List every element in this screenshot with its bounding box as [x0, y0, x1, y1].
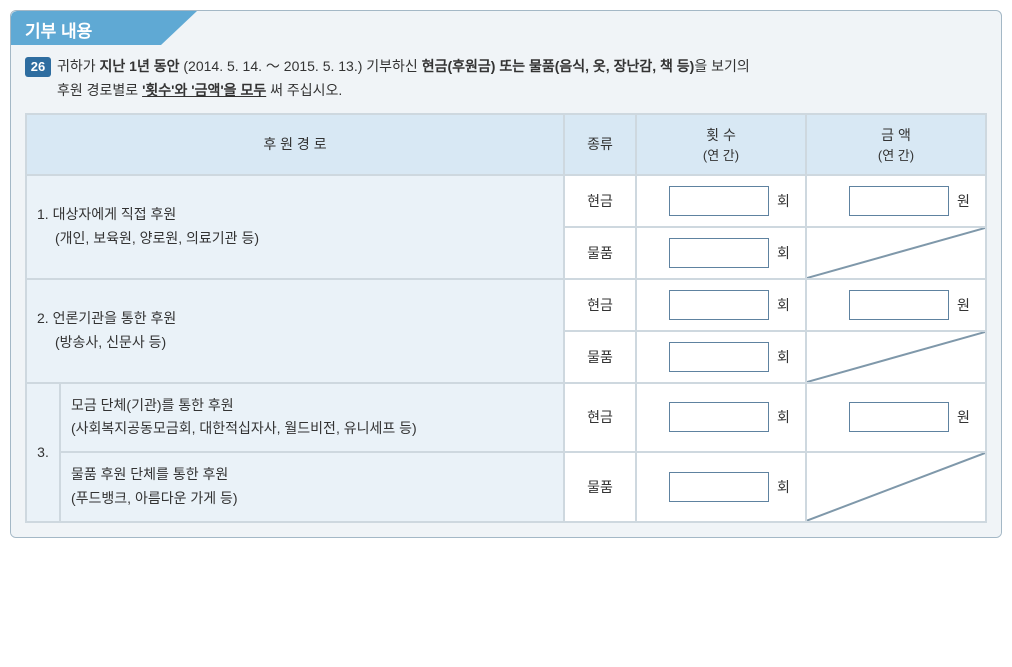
count-input-3-goods[interactable]	[669, 472, 769, 502]
type-goods-2: 물품	[564, 331, 636, 383]
diagonal-icon	[807, 332, 985, 382]
question-number-badge: 26	[25, 57, 51, 77]
count-cell: 회	[636, 383, 806, 453]
type-cash-3: 현금	[564, 383, 636, 453]
instr-dates: (2014. 5. 14. ～ 2015. 5. 13.) 기부하신	[180, 58, 422, 74]
row3-cash-detail: (사회복지공동모금회, 대한적십자사, 월드비전, 유니세프 등)	[71, 420, 417, 436]
th-amount: 금 액 (연 간)	[806, 114, 986, 175]
route-cell-3-goods: 물품 후원 단체를 통한 후원 (푸드뱅크, 아름다운 가게 등)	[60, 452, 564, 522]
type-goods-1: 물품	[564, 227, 636, 279]
donation-section: 기부 내용 26 귀하가 지난 1년 동안 (2014. 5. 14. ～ 20…	[10, 10, 1002, 538]
row2-num: 2.	[37, 310, 49, 326]
table-row: 3. 모금 단체(기관)를 통한 후원 (사회복지공동모금회, 대한적십자사, …	[26, 383, 986, 453]
amount-na-cell	[806, 452, 986, 522]
instr-l2p: 후원 경로별로	[57, 82, 142, 98]
th-type: 종류	[564, 114, 636, 175]
route-cell-2: 2. 언론기관을 통한 후원 (방송사, 신문사 등)	[26, 279, 564, 383]
instr-s1: 을 보기의	[694, 58, 749, 74]
row1-num: 1.	[37, 206, 49, 222]
section-body: 26 귀하가 지난 1년 동안 (2014. 5. 14. ～ 2015. 5.…	[11, 45, 1001, 537]
amount-cell: 원	[806, 383, 986, 453]
th-count-sub: (연 간)	[703, 148, 739, 163]
amount-na-cell	[806, 227, 986, 279]
route-cell-1: 1. 대상자에게 직접 후원 (개인, 보육원, 양로원, 의료기관 등)	[26, 175, 564, 279]
amount-input-3-cash[interactable]	[849, 402, 949, 432]
th-amount-label: 금 액	[881, 127, 911, 143]
unit-times: 회	[777, 407, 795, 427]
row3-goods-main: 물품 후원 단체를 통한 후원	[71, 466, 228, 482]
table-row: 1. 대상자에게 직접 후원 (개인, 보육원, 양로원, 의료기관 등) 현금…	[26, 175, 986, 227]
row2-main: 언론기관을 통한 후원	[53, 310, 177, 326]
diagonal-icon	[807, 228, 985, 278]
instr-bold2: 현금(후원금) 또는 물품(음식, 옷, 장난감, 책 등)	[422, 58, 695, 74]
unit-times: 회	[777, 191, 795, 211]
instruction-text: 귀하가 지난 1년 동안 (2014. 5. 14. ～ 2015. 5. 13…	[57, 55, 750, 103]
type-goods-3: 물품	[564, 452, 636, 522]
row3-num: 3.	[26, 383, 60, 522]
row1-detail: (개인, 보육원, 양로원, 의료기관 등)	[37, 230, 259, 246]
amount-input-1-cash[interactable]	[849, 186, 949, 216]
row3-cash-main: 모금 단체(기관)를 통한 후원	[71, 397, 234, 413]
count-cell: 회	[636, 227, 806, 279]
th-count: 횟 수 (연 간)	[636, 114, 806, 175]
section-title: 기부 내용	[11, 11, 161, 45]
count-input-2-goods[interactable]	[669, 342, 769, 372]
unit-won: 원	[957, 191, 975, 211]
count-input-1-goods[interactable]	[669, 238, 769, 268]
count-cell: 회	[636, 331, 806, 383]
instr-l2s: 써 주십시오.	[266, 82, 342, 98]
instruction-row: 26 귀하가 지난 1년 동안 (2014. 5. 14. ～ 2015. 5.…	[25, 55, 987, 103]
th-amount-sub: (연 간)	[878, 148, 914, 163]
type-cash-2: 현금	[564, 279, 636, 331]
unit-won: 원	[957, 295, 975, 315]
row2-detail: (방송사, 신문사 등)	[37, 334, 166, 350]
donation-table: 후 원 경 로 종류 횟 수 (연 간) 금 액 (연 간) 1	[25, 113, 987, 523]
instr-underline: '횟수'와 '금액'을 모두	[142, 82, 266, 98]
amount-cell: 원	[806, 279, 986, 331]
diagonal-icon	[807, 453, 985, 521]
route-cell-3-cash: 모금 단체(기관)를 통한 후원 (사회복지공동모금회, 대한적십자사, 월드비…	[60, 383, 564, 453]
th-route: 후 원 경 로	[26, 114, 564, 175]
type-cash-1: 현금	[564, 175, 636, 227]
unit-times: 회	[777, 295, 795, 315]
count-input-2-cash[interactable]	[669, 290, 769, 320]
row3-goods-detail: (푸드뱅크, 아름다운 가게 등)	[71, 490, 238, 506]
count-input-3-cash[interactable]	[669, 402, 769, 432]
table-row: 물품 후원 단체를 통한 후원 (푸드뱅크, 아름다운 가게 등) 물품 회	[26, 452, 986, 522]
unit-times: 회	[777, 347, 795, 367]
count-cell: 회	[636, 452, 806, 522]
table-head: 후 원 경 로 종류 횟 수 (연 간) 금 액 (연 간)	[26, 114, 986, 175]
unit-times: 회	[777, 243, 795, 263]
amount-cell: 원	[806, 175, 986, 227]
unit-won: 원	[957, 407, 975, 427]
section-header: 기부 내용	[11, 11, 1001, 45]
instr-t1: 귀하가	[57, 58, 100, 74]
count-cell: 회	[636, 175, 806, 227]
table-row: 2. 언론기관을 통한 후원 (방송사, 신문사 등) 현금 회	[26, 279, 986, 331]
table-body: 1. 대상자에게 직접 후원 (개인, 보육원, 양로원, 의료기관 등) 현금…	[26, 175, 986, 522]
th-count-label: 횟 수	[706, 127, 736, 143]
count-cell: 회	[636, 279, 806, 331]
amount-input-2-cash[interactable]	[849, 290, 949, 320]
count-input-1-cash[interactable]	[669, 186, 769, 216]
amount-na-cell	[806, 331, 986, 383]
unit-times: 회	[777, 477, 795, 497]
row1-main: 대상자에게 직접 후원	[53, 206, 177, 222]
instr-bold1: 지난 1년 동안	[100, 58, 180, 74]
